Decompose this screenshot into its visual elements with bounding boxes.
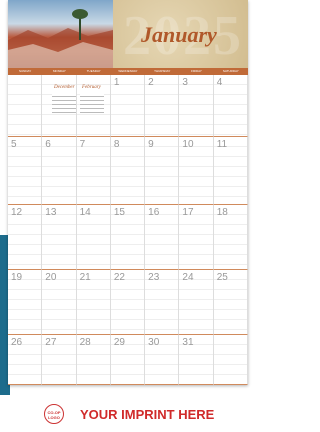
date-number: 13 xyxy=(45,207,56,218)
month-title: January xyxy=(141,22,217,48)
day-name: FRIDAY xyxy=(179,68,213,75)
date-number: 24 xyxy=(182,272,193,283)
day-cell: 27 xyxy=(42,335,76,385)
day-cell: 28 xyxy=(77,335,111,385)
date-number: 6 xyxy=(45,139,51,150)
mini-calendar xyxy=(52,93,76,113)
date-number: 11 xyxy=(217,139,227,150)
date-number: 25 xyxy=(217,272,228,283)
day-name: THURSDAY xyxy=(145,68,179,75)
date-number: 1 xyxy=(114,77,120,88)
date-number: 15 xyxy=(114,207,125,218)
day-cell: 6 xyxy=(42,137,76,205)
day-cell: 10 xyxy=(179,137,213,205)
day-cell: 16 xyxy=(145,205,179,270)
day-cell xyxy=(214,335,248,385)
day-cell: 9 xyxy=(145,137,179,205)
date-number: 10 xyxy=(182,139,193,150)
date-number: 28 xyxy=(80,337,91,348)
date-number: 27 xyxy=(45,337,56,348)
date-number: 16 xyxy=(148,207,159,218)
date-number: 22 xyxy=(114,272,125,283)
date-number: 20 xyxy=(45,272,56,283)
day-cell: 23 xyxy=(145,270,179,335)
date-number: 17 xyxy=(182,207,193,218)
day-cell: 29 xyxy=(111,335,145,385)
day-name: TUESDAY xyxy=(77,68,111,75)
logo: CO-OP LOGO xyxy=(44,404,64,424)
day-cell: 13 xyxy=(42,205,76,270)
day-cell: 2 xyxy=(145,75,179,137)
month-banner: 2025 January xyxy=(113,0,248,68)
date-number: 21 xyxy=(80,272,91,283)
footer: CO-OP LOGO YOUR IMPRINT HERE xyxy=(0,395,256,432)
date-number: 31 xyxy=(182,337,193,348)
day-name: SUNDAY xyxy=(8,68,42,75)
date-number: 29 xyxy=(114,337,125,348)
day-cell: 5 xyxy=(8,137,42,205)
day-cell: 21 xyxy=(77,270,111,335)
day-cell: 17 xyxy=(179,205,213,270)
date-number: 3 xyxy=(182,77,188,88)
day-cell: 4 xyxy=(214,75,248,137)
day-cell: 14 xyxy=(77,205,111,270)
date-number: 12 xyxy=(11,207,22,218)
day-cell xyxy=(8,75,42,137)
date-number: 2 xyxy=(148,77,154,88)
day-cell: 20 xyxy=(42,270,76,335)
date-number: 9 xyxy=(148,139,154,150)
mini-calendar-title: February xyxy=(82,85,101,90)
date-number: 26 xyxy=(11,337,22,348)
day-cell: 3 xyxy=(179,75,213,137)
day-cell: 31 xyxy=(179,335,213,385)
day-name: SATURDAY xyxy=(214,68,248,75)
day-cell: 1 xyxy=(111,75,145,137)
day-cell: 12 xyxy=(8,205,42,270)
date-number: 14 xyxy=(80,207,91,218)
date-number: 18 xyxy=(217,207,228,218)
day-cell: 25 xyxy=(214,270,248,335)
day-cell: 7 xyxy=(77,137,111,205)
day-cell: 11 xyxy=(214,137,248,205)
day-cell: 24 xyxy=(179,270,213,335)
imprint: YOUR IMPRINT HERE xyxy=(80,407,214,422)
day-name: WEDNESDAY xyxy=(111,68,145,75)
day-cell: 26 xyxy=(8,335,42,385)
mini-calendar xyxy=(80,93,104,113)
date-number: 4 xyxy=(217,77,223,88)
photo-art xyxy=(8,0,113,68)
day-cell: 18 xyxy=(214,205,248,270)
day-name: MONDAY xyxy=(42,68,76,75)
date-number: 23 xyxy=(148,272,159,283)
date-number: 8 xyxy=(114,139,120,150)
day-cell: 8 xyxy=(111,137,145,205)
day-cell: 30 xyxy=(145,335,179,385)
date-number: 7 xyxy=(80,139,86,150)
date-number: 5 xyxy=(11,139,17,150)
date-number: 19 xyxy=(11,272,22,283)
mini-calendar-title: December xyxy=(54,85,75,90)
day-cell: 15 xyxy=(111,205,145,270)
day-cell: 22 xyxy=(111,270,145,335)
day-cell: 19 xyxy=(8,270,42,335)
date-number: 30 xyxy=(148,337,159,348)
photo xyxy=(8,0,113,68)
